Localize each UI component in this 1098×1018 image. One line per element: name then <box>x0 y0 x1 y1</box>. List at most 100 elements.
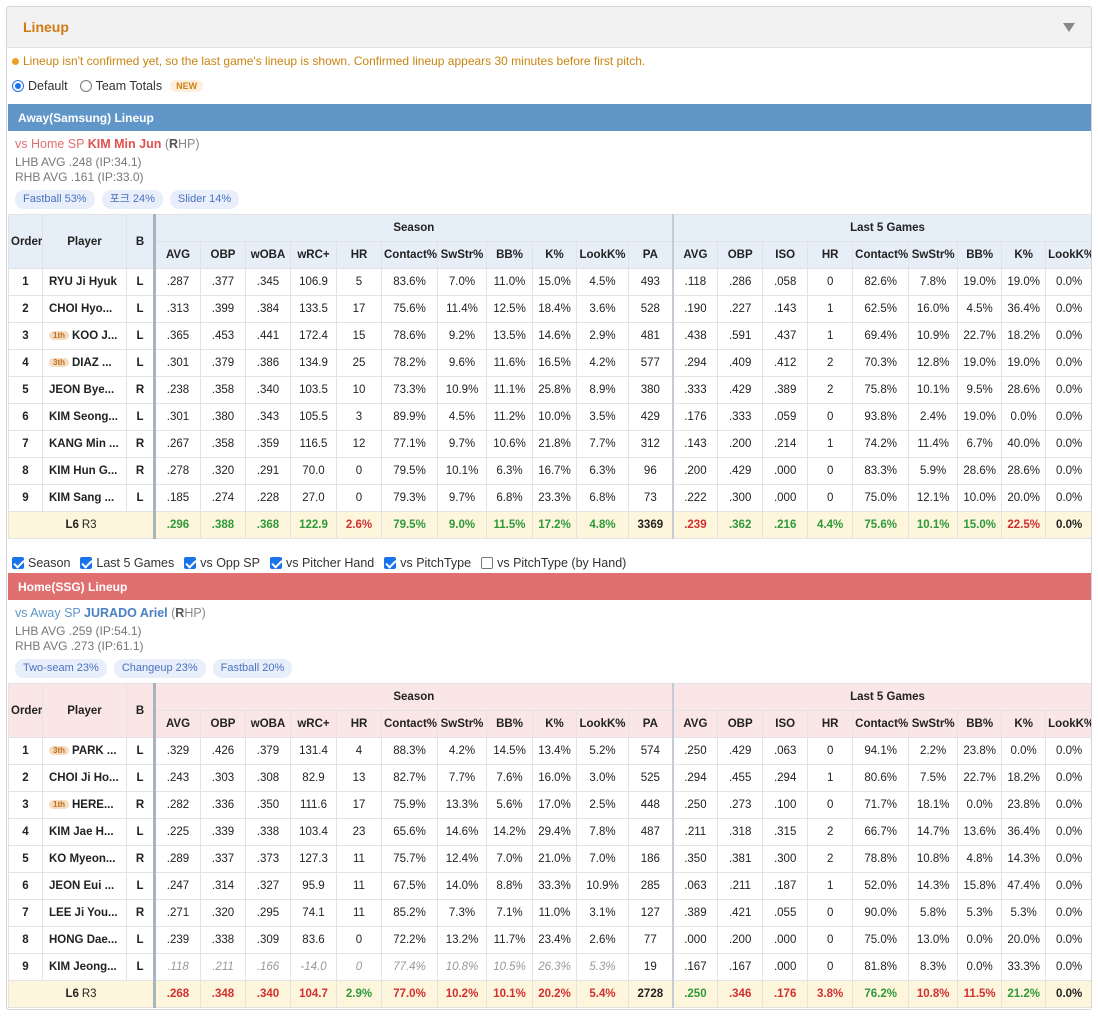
player-cell[interactable]: KIM Jae H... <box>42 818 127 846</box>
filter-checkbox[interactable] <box>384 557 397 569</box>
view-default-option[interactable]: Default <box>12 79 68 93</box>
last5-col-header[interactable]: SwStr% <box>908 710 959 738</box>
filter-option[interactable]: vs PitchType <box>384 556 471 570</box>
season-col-header[interactable]: wRC+ <box>290 710 337 738</box>
player-cell[interactable]: KIM Hun G... <box>42 457 127 485</box>
table-row[interactable]: 3 1th HERE... R .282.336.350 111.6 17 75.9% 13.3… <box>8 791 1091 819</box>
player-cell[interactable]: KIM Jeong... <box>42 953 127 981</box>
last5-col-header[interactable]: LookK% <box>1045 241 1091 269</box>
player-name[interactable]: JEON Bye... <box>49 384 115 396</box>
table-row[interactable]: 8 KIM Hun G... R .278.320.291 70.0 0 79.5% 10.1… <box>8 457 1091 485</box>
player-name[interactable]: CHOI Ji Ho... <box>49 772 119 784</box>
filter-checkbox[interactable] <box>80 557 93 569</box>
table-row[interactable]: 4 KIM Jae H... L .225.339.338 103.4 23 65.6% 14… <box>8 818 1091 846</box>
season-col-header[interactable]: SwStr% <box>437 241 487 269</box>
season-col-header[interactable]: wRC+ <box>290 241 337 269</box>
team-totals-radio[interactable] <box>79 80 92 92</box>
season-col-header[interactable]: K% <box>532 710 577 738</box>
last5-col-header[interactable]: HR <box>807 241 854 269</box>
filter-option[interactable]: vs Opp SP <box>184 556 260 570</box>
player-name[interactable]: KO Myeon... <box>49 853 116 865</box>
table-row[interactable]: 1 3th PARK ... L .329.426.379 131.4 4 88.3% 4.2%… <box>8 737 1091 765</box>
player-name[interactable]: PARK ... <box>72 745 117 757</box>
season-col-header[interactable]: Contact% <box>381 241 438 269</box>
table-row[interactable]: 6 KIM Seong... L .301.380.343 105.5 3 89.9% 4.5… <box>8 403 1091 431</box>
table-row[interactable]: 5 KO Myeon... R .289.337.373 127.3 11 75.7% 12.… <box>8 845 1091 873</box>
player-name[interactable]: JEON Eui ... <box>49 880 115 892</box>
table-row[interactable]: 5 JEON Bye... R .238.358.340 103.5 10 73.3% 10.… <box>8 376 1091 404</box>
view-team-totals-option[interactable]: Team Totals NEW <box>79 79 204 93</box>
player-name[interactable]: RYU Ji Hyuk <box>49 276 117 288</box>
table-row[interactable]: 1 RYU Ji Hyuk L .287.377.345 106.9 5 83.6% 7.0%… <box>8 268 1091 296</box>
player-name[interactable]: DIAZ ... <box>72 357 112 369</box>
table-row[interactable]: 9 KIM Jeong... L .118.211.166 -14.0 0 77.4% 10.… <box>8 953 1091 981</box>
last5-col-header[interactable]: OBP <box>717 241 764 269</box>
season-col-header[interactable]: BB% <box>486 710 533 738</box>
player-name[interactable]: KANG Min ... <box>49 438 119 450</box>
filter-checkbox[interactable] <box>184 557 197 569</box>
table-row[interactable]: 3 1th KOO J... L .365.453.441 172.4 15 78.6% 9.2… <box>8 322 1091 350</box>
season-col-header[interactable]: LookK% <box>576 710 629 738</box>
player-cell[interactable]: 1th KOO J... <box>42 322 127 350</box>
last5-col-header[interactable]: Contact% <box>852 710 910 738</box>
table-row[interactable]: 2 CHOI Ji Ho... L .243.303.308 82.9 13 82.7% 7.… <box>8 764 1091 792</box>
player-cell[interactable]: 3th PARK ... <box>42 737 127 765</box>
season-col-header[interactable]: Contact% <box>381 710 438 738</box>
player-name[interactable]: KIM Jeong... <box>49 961 117 973</box>
filter-checkbox[interactable] <box>481 557 494 569</box>
season-col-header[interactable]: PA <box>627 710 674 738</box>
last5-col-header[interactable]: LookK% <box>1045 710 1091 738</box>
player-cell[interactable]: LEE Ji You... <box>42 899 127 927</box>
player-cell[interactable]: 3th DIAZ ... <box>42 349 127 377</box>
filter-option[interactable]: Last 5 Games <box>80 556 174 570</box>
player-cell[interactable]: KO Myeon... <box>42 845 127 873</box>
player-name[interactable]: LEE Ji You... <box>49 907 118 919</box>
player-name[interactable]: KOO J... <box>72 330 118 342</box>
last5-col-header[interactable]: SwStr% <box>908 241 959 269</box>
table-row[interactable]: 8 HONG Dae... L .239.338.309 83.6 0 72.2% 13.2%… <box>8 926 1091 954</box>
last5-col-header[interactable]: HR <box>807 710 854 738</box>
season-col-header[interactable]: AVG <box>154 710 201 738</box>
player-cell[interactable]: JEON Eui ... <box>42 872 127 900</box>
player-cell[interactable]: JEON Bye... <box>42 376 127 404</box>
player-name[interactable]: KIM Seong... <box>49 411 118 423</box>
away-sp-name[interactable]: KIM Min Jun <box>87 137 162 151</box>
player-cell[interactable]: KIM Seong... <box>42 403 127 431</box>
last5-col-header[interactable]: OBP <box>717 710 764 738</box>
table-row[interactable]: 6 JEON Eui ... L .247.314.327 95.9 11 67.5% 14.… <box>8 872 1091 900</box>
last5-col-header[interactable]: AVG <box>672 710 719 738</box>
season-col-header[interactable]: HR <box>336 241 382 269</box>
player-cell[interactable]: 1th HERE... <box>42 791 127 819</box>
season-col-header[interactable]: SwStr% <box>437 710 487 738</box>
player-cell[interactable]: KANG Min ... <box>42 430 127 458</box>
season-col-header[interactable]: LookK% <box>576 241 629 269</box>
season-col-header[interactable]: HR <box>336 710 382 738</box>
filter-checkbox[interactable] <box>269 557 282 569</box>
last5-col-header[interactable]: BB% <box>957 241 1003 269</box>
collapse-triangle-icon[interactable] <box>1063 22 1075 32</box>
player-name[interactable]: KIM Hun G... <box>49 465 118 477</box>
table-row[interactable]: 4 3th DIAZ ... L .301.379.386 134.9 25 78.2% 9.6… <box>8 349 1091 377</box>
player-cell[interactable]: CHOI Hyo... <box>42 295 127 323</box>
filter-option[interactable]: Season <box>12 556 70 570</box>
player-name[interactable]: CHOI Hyo... <box>49 303 113 315</box>
player-cell[interactable]: RYU Ji Hyuk <box>42 268 127 296</box>
table-row[interactable]: 7 KANG Min ... R .267.358.359 116.5 12 77.1% 9.… <box>8 430 1091 458</box>
filter-option[interactable]: vs PitchType (by Hand) <box>481 556 626 570</box>
last5-col-header[interactable]: K% <box>1001 241 1047 269</box>
season-col-header[interactable]: OBP <box>200 241 246 269</box>
player-name[interactable]: HONG Dae... <box>49 934 118 946</box>
season-col-header[interactable]: BB% <box>486 241 533 269</box>
season-col-header[interactable]: PA <box>627 241 674 269</box>
player-cell[interactable]: HONG Dae... <box>42 926 127 954</box>
home-sp-name[interactable]: JURADO Ariel <box>84 606 168 620</box>
default-radio[interactable] <box>12 80 24 92</box>
season-col-header[interactable]: AVG <box>154 241 201 269</box>
last5-col-header[interactable]: AVG <box>672 241 719 269</box>
table-row[interactable]: 7 LEE Ji You... R .271.320.295 74.1 11 85.2% 7.… <box>8 899 1091 927</box>
player-cell[interactable]: KIM Sang ... <box>42 484 127 512</box>
last5-col-header[interactable]: ISO <box>762 241 809 269</box>
last5-col-header[interactable]: BB% <box>957 710 1003 738</box>
player-name[interactable]: KIM Sang ... <box>49 492 115 504</box>
season-col-header[interactable]: wOBA <box>245 710 291 738</box>
